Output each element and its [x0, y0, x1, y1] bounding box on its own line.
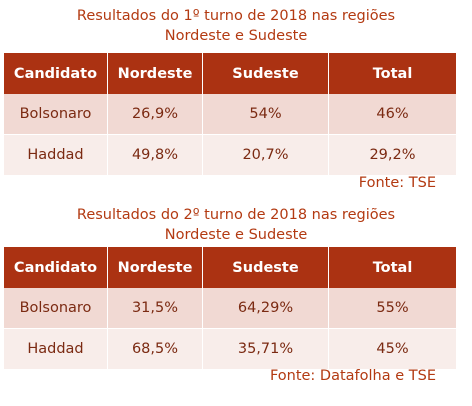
table-header-row: Candidato Nordeste Sudeste Total — [4, 247, 456, 288]
table1-title-line1: Resultados do 1º turno de 2018 nas regiõ… — [76, 8, 396, 24]
table1-title-line2: Nordeste e Sudeste — [164, 28, 308, 44]
cell-nordeste: 68,5% — [108, 329, 203, 369]
table1-source: Fonte: TSE — [358, 175, 436, 191]
cell-sudeste: 35,71% — [203, 329, 329, 369]
cell-total: 45% — [329, 329, 456, 369]
header-total: Total — [329, 247, 456, 288]
cell-sudeste: 64,29% — [203, 288, 329, 329]
cell-candidato: Haddad — [4, 135, 108, 175]
header-total: Total — [329, 53, 456, 94]
cell-sudeste: 20,7% — [203, 135, 329, 175]
cell-sudeste: 54% — [203, 94, 329, 135]
cell-total: 46% — [329, 94, 456, 135]
header-nordeste: Nordeste — [108, 247, 203, 288]
header-sudeste: Sudeste — [203, 247, 329, 288]
table-header-row: Candidato Nordeste Sudeste Total — [4, 53, 456, 94]
cell-nordeste: 49,8% — [108, 135, 203, 175]
table-row: Bolsonaro 26,9% 54% 46% — [4, 94, 456, 135]
table-row: Haddad 49,8% 20,7% 29,2% — [4, 135, 456, 175]
cell-nordeste: 31,5% — [108, 288, 203, 329]
header-nordeste: Nordeste — [108, 53, 203, 94]
table2-title-line2: Nordeste e Sudeste — [164, 227, 308, 243]
header-candidato: Candidato — [4, 53, 108, 94]
header-sudeste: Sudeste — [203, 53, 329, 94]
cell-candidato: Bolsonaro — [4, 94, 108, 135]
results-table-first-round: Candidato Nordeste Sudeste Total Bolsona… — [4, 53, 456, 175]
cell-nordeste: 26,9% — [108, 94, 203, 135]
results-table-second-round: Candidato Nordeste Sudeste Total Bolsona… — [4, 247, 456, 369]
header-candidato: Candidato — [4, 247, 108, 288]
cell-total: 29,2% — [329, 135, 456, 175]
cell-total: 55% — [329, 288, 456, 329]
cell-candidato: Bolsonaro — [4, 288, 108, 329]
cell-candidato: Haddad — [4, 329, 108, 369]
table-row: Bolsonaro 31,5% 64,29% 55% — [4, 288, 456, 329]
table-row: Haddad 68,5% 35,71% 45% — [4, 329, 456, 369]
table2-source: Fonte: Datafolha e TSE — [269, 368, 436, 384]
table2-title-line1: Resultados do 2º turno de 2018 nas regiõ… — [76, 207, 396, 223]
